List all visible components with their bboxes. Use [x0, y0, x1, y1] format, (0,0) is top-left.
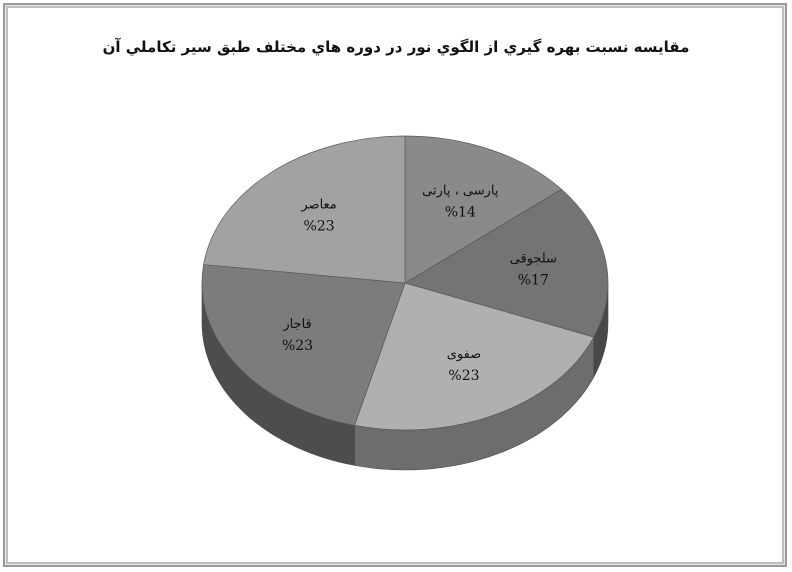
pie-slice-4: [203, 135, 406, 284]
slice-label-4: معاصر: [300, 198, 336, 213]
slice-label-3: قاجار: [282, 317, 311, 332]
slice-label-2: صفوی: [447, 347, 482, 362]
pie-top-group: [201, 135, 609, 431]
slice-label-0: پارسی ، پارتی: [422, 184, 499, 199]
pie-slice-2: [354, 282, 595, 431]
slice-value-2: %23: [448, 368, 479, 384]
chart-title: مقايسه نسبت بهره گيري از الگوي نور در دو…: [102, 38, 690, 56]
slice-value-0: %14: [445, 205, 476, 221]
pie-label-group: پارسی ، پارتی %14 سلجوقی %17 صفوی %23 قاجار %23…: [282, 184, 557, 385]
slice-value-1: %17: [518, 273, 549, 289]
pie-slice-0: [404, 135, 563, 284]
pie-slice-3: [201, 264, 406, 426]
pie-slice-1: [404, 188, 609, 338]
slice-value-3: %23: [282, 338, 313, 354]
slice-label-1: سلجوقی: [510, 252, 557, 267]
slice-value-4: %23: [304, 219, 335, 235]
